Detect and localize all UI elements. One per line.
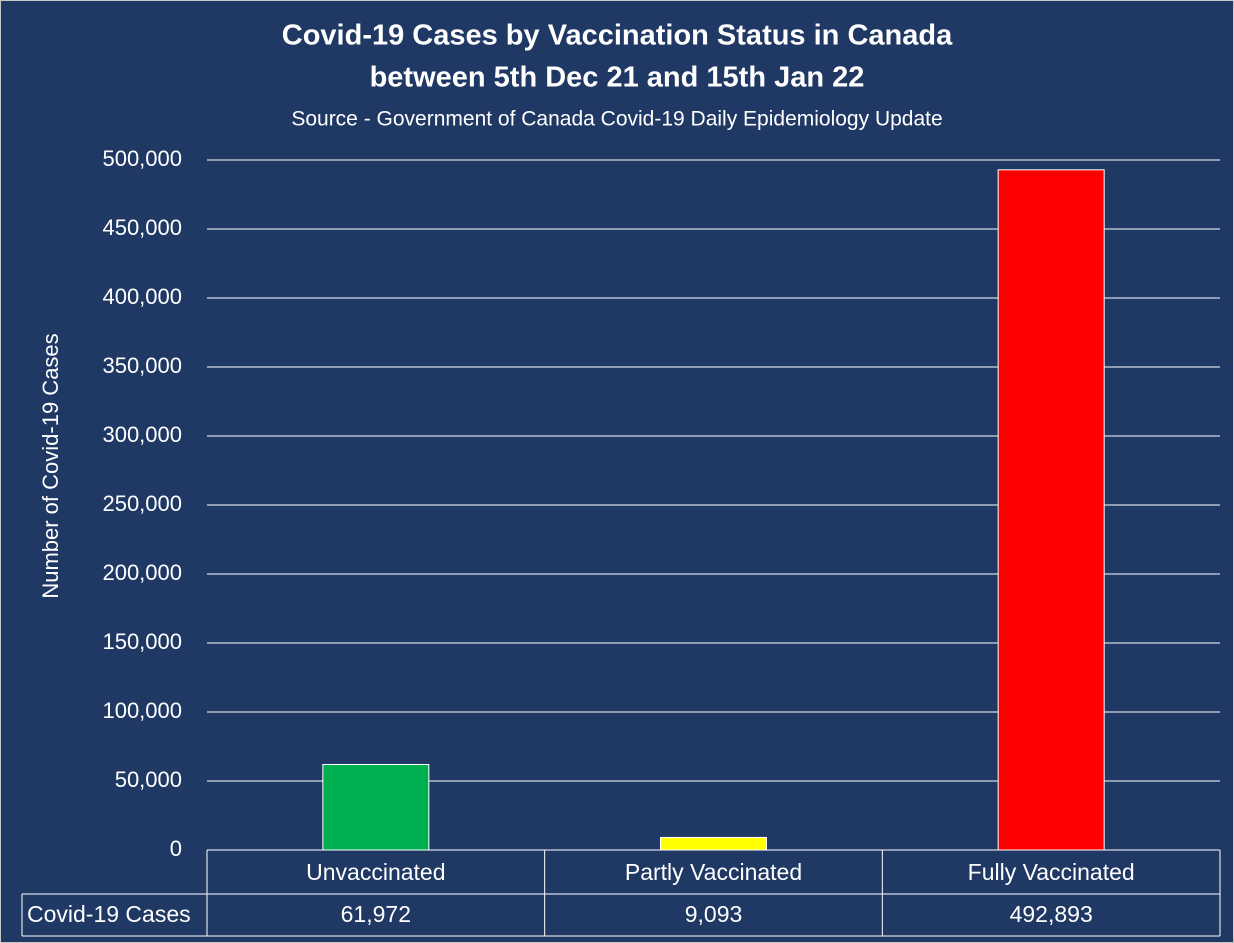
table-value: 61,972 (341, 901, 411, 927)
chart-title: between 5th Dec 21 and 15th Jan 22 (370, 62, 865, 94)
y-tick-label: 400,000 (102, 284, 182, 309)
y-tick-label: 50,000 (115, 767, 182, 792)
bar (997, 169, 1105, 851)
y-tick-label: 200,000 (102, 560, 182, 585)
x-tick-label: Unvaccinated (306, 859, 445, 885)
y-tick-label: 100,000 (102, 698, 182, 723)
y-tick-label: 150,000 (102, 629, 182, 654)
legend-label: Covid-19 Cases (27, 901, 191, 927)
table-value: 492,893 (1010, 901, 1093, 927)
x-tick-label: Partly Vaccinated (625, 859, 802, 885)
chart-title: Covid-19 Cases by Vaccination Status in … (282, 20, 953, 52)
chart-subtitle: Source - Government of Canada Covid-19 D… (291, 108, 942, 131)
y-tick-label: 300,000 (102, 422, 182, 447)
y-tick-label: 500,000 (102, 146, 182, 171)
y-tick-label: 350,000 (102, 353, 182, 378)
table-value: 9,093 (685, 901, 743, 927)
bar (660, 836, 767, 851)
x-tick-label: Fully Vaccinated (968, 859, 1135, 885)
y-tick-label: 450,000 (102, 215, 182, 240)
bar (322, 763, 430, 851)
y-axis-label: Number of Covid-19 Cases (38, 333, 63, 598)
y-tick-label: 0 (170, 836, 182, 861)
y-tick-label: 250,000 (102, 491, 182, 516)
